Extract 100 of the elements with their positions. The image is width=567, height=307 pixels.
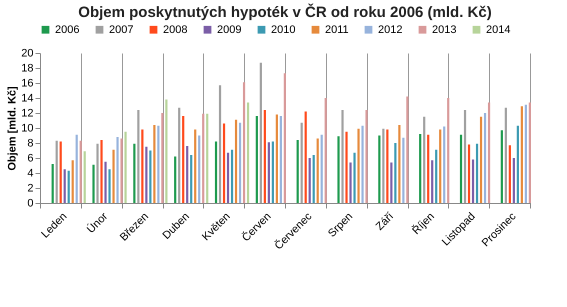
bar xyxy=(84,151,86,203)
y-tick-label: 20 xyxy=(21,48,34,60)
legend-label: 2010 xyxy=(271,24,296,36)
y-tick-label: 18 xyxy=(21,62,34,74)
bar xyxy=(56,140,58,203)
bar xyxy=(512,158,515,203)
bar xyxy=(312,155,315,203)
bar xyxy=(480,116,482,203)
bar xyxy=(276,114,278,203)
bar xyxy=(52,164,54,203)
bar xyxy=(238,122,242,203)
bar xyxy=(464,110,466,203)
bar xyxy=(341,110,344,203)
bar xyxy=(439,130,442,203)
bar xyxy=(365,110,368,203)
bar xyxy=(320,134,323,203)
y-tick-label: 8 xyxy=(27,138,34,150)
bar xyxy=(284,73,286,203)
bar xyxy=(528,102,531,203)
bar xyxy=(230,150,234,203)
legend-label: 2011 xyxy=(325,24,349,36)
bar xyxy=(264,110,266,203)
bar xyxy=(353,152,356,203)
bar xyxy=(234,120,238,203)
bar xyxy=(504,108,507,203)
chart-title: Objem poskytnutých hypoték v ČR od roku 2006 (mld. Kč) xyxy=(78,3,492,21)
bar xyxy=(419,134,422,203)
bar xyxy=(104,162,107,203)
bar xyxy=(124,132,127,203)
bar xyxy=(280,116,282,203)
bar xyxy=(149,150,152,203)
bar xyxy=(382,128,384,203)
bar xyxy=(100,140,103,203)
bar xyxy=(194,130,196,203)
y-tick-label: 14 xyxy=(21,92,34,104)
y-tick-label: 16 xyxy=(21,78,34,90)
bar xyxy=(222,124,226,203)
bar xyxy=(398,125,400,203)
bar xyxy=(484,113,486,203)
bar xyxy=(186,146,188,203)
bar xyxy=(447,98,450,203)
bar xyxy=(394,143,396,203)
bar xyxy=(72,160,74,203)
bar xyxy=(137,110,140,203)
bar xyxy=(272,142,274,203)
bar xyxy=(423,116,426,203)
bar xyxy=(443,126,446,203)
bar xyxy=(202,114,204,203)
bar xyxy=(472,160,474,203)
bar xyxy=(402,138,404,203)
bar xyxy=(165,100,168,203)
bar xyxy=(178,108,180,203)
bar xyxy=(316,138,319,203)
bar xyxy=(460,134,462,203)
y-tick-label: 0 xyxy=(27,198,34,210)
bar xyxy=(516,126,519,203)
y-tick-label: 6 xyxy=(27,152,34,164)
bar xyxy=(182,116,184,203)
bar xyxy=(161,113,164,203)
bar xyxy=(524,104,527,203)
y-tick-label: 4 xyxy=(27,168,34,180)
bar xyxy=(296,140,299,203)
legend-label: 2009 xyxy=(217,24,242,36)
y-tick-label: 12 xyxy=(21,108,34,120)
bar xyxy=(508,145,511,203)
bar xyxy=(256,116,258,203)
bar xyxy=(218,85,222,203)
bar xyxy=(468,144,470,203)
bar xyxy=(304,112,307,203)
bar xyxy=(431,160,434,203)
bar xyxy=(198,136,200,203)
legend-label: 2014 xyxy=(486,24,510,36)
bar xyxy=(427,134,430,203)
bar xyxy=(120,138,123,203)
bar xyxy=(345,132,348,203)
bar xyxy=(268,142,270,203)
bar xyxy=(80,140,82,203)
bar xyxy=(76,134,78,203)
bar xyxy=(246,102,250,203)
bar xyxy=(361,126,364,203)
bar xyxy=(116,137,119,203)
bar xyxy=(337,136,340,203)
bar xyxy=(488,102,490,203)
bar xyxy=(190,155,192,203)
bar xyxy=(153,125,156,203)
y-tick-label: 10 xyxy=(21,122,34,134)
bar xyxy=(92,164,95,203)
bar xyxy=(357,128,360,203)
bar xyxy=(406,96,408,203)
y-tick-label: 2 xyxy=(27,182,34,194)
y-axis-title: Objem [mld. Kč] xyxy=(6,86,18,171)
bar xyxy=(386,130,388,203)
bar xyxy=(300,122,303,203)
bar xyxy=(378,136,380,203)
bar xyxy=(214,142,218,203)
bar xyxy=(141,130,144,203)
bar xyxy=(108,169,111,203)
bar xyxy=(435,150,438,203)
legend-label: 2012 xyxy=(378,24,402,36)
bar xyxy=(476,144,478,203)
